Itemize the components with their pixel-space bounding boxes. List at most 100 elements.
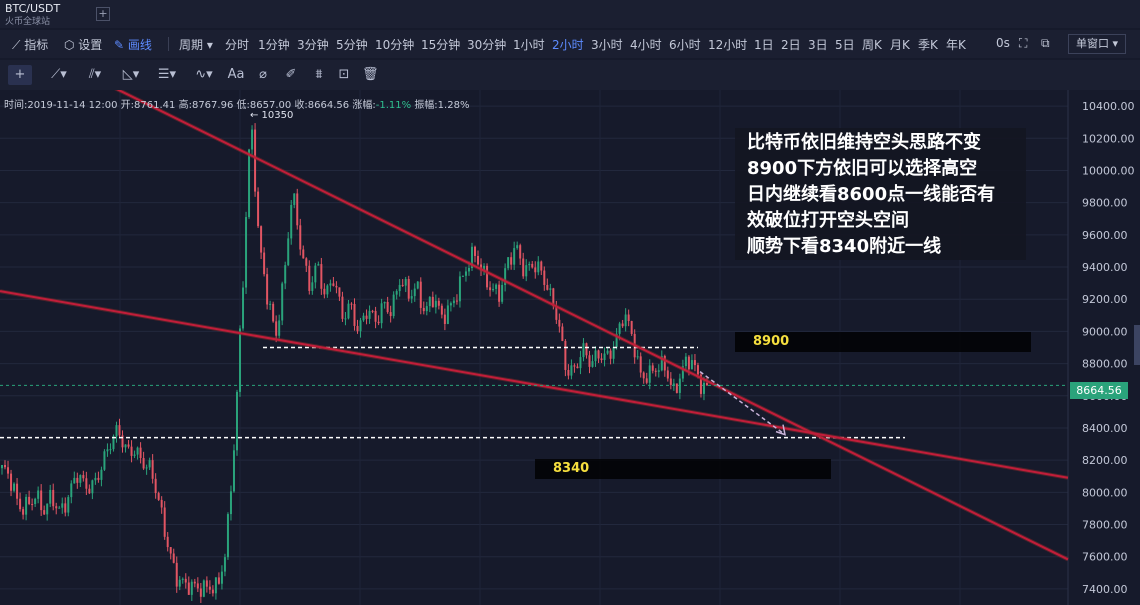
- candle-body: [627, 314, 630, 321]
- candle-body: [410, 296, 413, 299]
- text-icon[interactable]: Aa: [227, 67, 245, 82]
- line-icon[interactable]: ⟋▾: [51, 67, 67, 82]
- window-mode-select[interactable]: 单窗口 ▾: [1068, 34, 1126, 54]
- candle-body: [356, 325, 359, 332]
- candle-body: [142, 457, 145, 469]
- candle-body: [88, 488, 91, 494]
- candle-body: [220, 571, 223, 584]
- candle-body: [600, 358, 603, 361]
- candle-body: [338, 287, 341, 297]
- interval-1分钟[interactable]: 1分钟: [258, 38, 290, 52]
- note-line: 效破位打开空头空间: [747, 210, 909, 231]
- interval-1日[interactable]: 1日: [754, 38, 774, 52]
- candle-body: [106, 449, 109, 452]
- symbol-title[interactable]: BTC/USDT: [5, 2, 61, 15]
- interval-5日[interactable]: 5日: [835, 38, 855, 52]
- interval-6小时[interactable]: 6小时: [669, 38, 701, 52]
- candle-body: [157, 493, 160, 500]
- interval-10分钟[interactable]: 10分钟: [375, 38, 415, 52]
- exchange-name: 火币全球站: [5, 17, 51, 27]
- ruler-icon[interactable]: ⌀: [259, 67, 267, 82]
- candle-body: [615, 333, 618, 348]
- candle-body: [594, 350, 597, 362]
- candle-body: [70, 483, 73, 498]
- y-tick-label: 7800.00: [1082, 519, 1128, 532]
- interval-1小时[interactable]: 1小时: [513, 38, 545, 52]
- candle-body: [82, 475, 85, 479]
- interval-月K[interactable]: 月K: [890, 38, 910, 52]
- candle-body: [25, 496, 28, 515]
- candle-body: [248, 149, 251, 218]
- candle-body: [46, 503, 49, 515]
- horizontal-icon[interactable]: ☰▾: [157, 67, 177, 82]
- lock-icon[interactable]: ⊡: [338, 67, 350, 82]
- candle-body: [112, 436, 115, 450]
- candle-body: [636, 356, 639, 358]
- candle-body: [576, 366, 579, 369]
- y-tick-label: 9800.00: [1082, 197, 1128, 210]
- candle-body: [133, 454, 136, 456]
- interval-2日[interactable]: 2日: [781, 38, 801, 52]
- candle-body: [458, 276, 461, 302]
- candle-body: [232, 450, 235, 492]
- candle-body: [61, 503, 64, 508]
- period-dropdown[interactable]: 周期 ▾: [179, 36, 213, 53]
- candle-body: [543, 270, 546, 285]
- settings-button[interactable]: ⬡ 设置: [64, 36, 102, 53]
- candle-body: [389, 312, 392, 317]
- level-label-8900: 8900: [735, 332, 1031, 352]
- candle-body: [690, 360, 693, 370]
- candle-body: [124, 444, 127, 448]
- fullscreen-icon[interactable]: ⛶: [1019, 36, 1028, 50]
- screenshot-icon[interactable]: ⧉: [1041, 36, 1050, 50]
- trash-icon[interactable]: 🗑: [362, 67, 379, 82]
- gear-icon: ⬡: [64, 38, 79, 52]
- interval-4小时[interactable]: 4小时: [630, 38, 662, 52]
- candle-body: [455, 300, 458, 302]
- side-panel-handle[interactable]: [1134, 325, 1140, 365]
- candle-body: [546, 284, 549, 290]
- draw-button[interactable]: ✎ 画线: [114, 36, 152, 53]
- fib-icon[interactable]: ◺▾: [122, 67, 140, 82]
- interval-3日[interactable]: 3日: [808, 38, 828, 52]
- interval-3小时[interactable]: 3小时: [591, 38, 623, 52]
- brush-icon[interactable]: ✐: [285, 67, 297, 82]
- candle-body: [55, 506, 58, 509]
- candle-body: [217, 577, 220, 584]
- y-tick-label: 9200.00: [1082, 293, 1128, 306]
- price-chart[interactable]: 7400.00 7600.00 7800.00 8000.00 8200.00 8400.…: [0, 90, 1140, 605]
- interval-2小时[interactable]: 2小时: [552, 38, 584, 52]
- interval-季K[interactable]: 季K: [918, 38, 938, 52]
- candle-body: [398, 284, 401, 292]
- crosshair-icon[interactable]: +: [8, 65, 32, 85]
- wave-icon[interactable]: ∿▾: [195, 67, 213, 82]
- info-change-label: 涨幅:: [352, 100, 376, 111]
- pattern-icon[interactable]: ⩩: [315, 67, 323, 82]
- interval-3分钟[interactable]: 3分钟: [297, 38, 329, 52]
- candle-body: [621, 323, 624, 327]
- candle-body: [666, 370, 669, 379]
- add-tab-icon[interactable]: +: [96, 7, 110, 21]
- candle-body: [242, 287, 245, 329]
- interval-年K[interactable]: 年K: [946, 38, 966, 52]
- candle-body: [407, 278, 410, 299]
- interval-周K[interactable]: 周K: [862, 38, 882, 52]
- candle-body: [558, 319, 561, 327]
- candle-body: [609, 350, 612, 359]
- candle-body: [684, 356, 687, 367]
- candle-body: [585, 343, 588, 356]
- candle-body: [49, 489, 52, 504]
- candle-body: [522, 258, 525, 277]
- interval-5分钟[interactable]: 5分钟: [336, 38, 368, 52]
- candle-body: [380, 303, 383, 324]
- indicator-button[interactable]: ⟋ 指标: [12, 36, 48, 53]
- interval-12小时[interactable]: 12小时: [708, 38, 748, 52]
- level-label-8340: 8340: [535, 459, 831, 479]
- drawing-toolbar: + ⟋▾ ⫽▾ ◺▾ ☰▾ ∿▾ Aa ⌀ ✐ ⩩ ⊡ 🗑: [0, 60, 1140, 90]
- channel-icon[interactable]: ⫽▾: [88, 67, 102, 82]
- candle-body: [178, 579, 181, 587]
- interval-分时[interactable]: 分时: [225, 38, 250, 52]
- interval-15分钟[interactable]: 15分钟: [421, 38, 461, 52]
- interval-30分钟[interactable]: 30分钟: [467, 38, 507, 52]
- candle-body: [275, 321, 278, 336]
